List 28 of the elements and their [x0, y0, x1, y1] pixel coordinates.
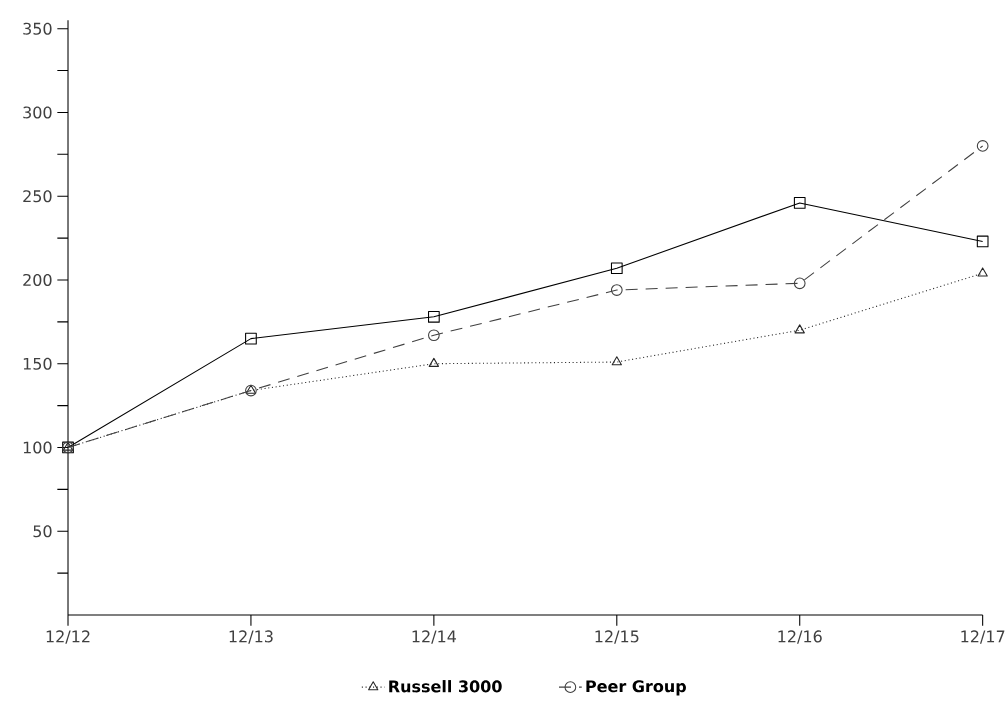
y-tick-label: 300: [23, 106, 52, 119]
y-tick-label: 100: [23, 441, 52, 454]
point: [794, 324, 805, 334]
y-tick-label: 50: [33, 525, 52, 538]
point: [427, 310, 440, 323]
x-tick-label: 12/12: [46, 630, 90, 644]
x-tick-label: 12/15: [595, 630, 639, 644]
legend-label: Russell 3000: [389, 680, 502, 693]
y-tick-label: 150: [23, 357, 52, 370]
x-tick-label: 12/14: [412, 630, 457, 644]
point: [976, 235, 989, 248]
point: [427, 329, 440, 342]
point: [428, 357, 440, 367]
x-tick-label: 12/17: [961, 630, 1005, 644]
y-tick-label: 250: [23, 190, 52, 203]
point: [793, 277, 806, 290]
y-tick-label: 350: [23, 22, 52, 35]
x-tick-label: 12/16: [778, 630, 822, 644]
point: [610, 262, 623, 275]
point: [611, 356, 622, 366]
point: [977, 267, 988, 277]
point: [976, 140, 989, 152]
y-tick-label: 200: [23, 273, 52, 287]
point: [610, 284, 623, 296]
x-tick-label: 12/13: [229, 630, 273, 644]
point: [245, 332, 257, 345]
legend-label: Peer Group: [586, 680, 686, 696]
point: [793, 197, 806, 209]
